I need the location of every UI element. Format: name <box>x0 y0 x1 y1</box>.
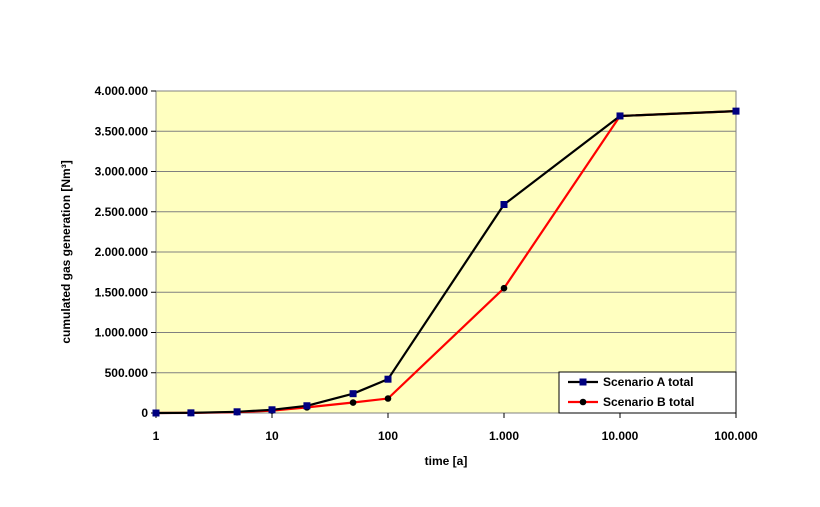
series-layer <box>152 107 740 417</box>
legend: Scenario A total Scenario B total <box>558 371 737 414</box>
x-axis-title: time [a] <box>425 454 468 468</box>
data-point-scenario-a <box>349 390 357 398</box>
y-tick-label: 3.000.000 <box>95 165 149 179</box>
y-tick-label: 4.000.000 <box>95 84 149 98</box>
x-tick-label: 100 <box>378 429 398 443</box>
data-point-scenario-a <box>732 107 740 115</box>
legend-label: Scenario A total <box>603 375 693 389</box>
data-point-scenario-b <box>349 399 357 406</box>
x-axis-ticks: 1 10 100 1.000 10.000 100.000 <box>153 413 758 443</box>
data-point-scenario-a <box>233 408 241 416</box>
legend-box <box>558 371 737 414</box>
data-point-scenario-a <box>152 409 160 417</box>
x-tick-label: 1.000 <box>489 429 519 443</box>
y-tick-label: 2.000.000 <box>95 245 149 259</box>
y-tick-label: 2.500.000 <box>95 205 149 219</box>
data-point-scenario-a <box>384 375 392 383</box>
x-tick-label: 10.000 <box>602 429 639 443</box>
x-tick-label: 1 <box>153 429 160 443</box>
data-point-scenario-a <box>268 406 276 414</box>
data-point-scenario-a <box>616 112 624 120</box>
legend-marker-circle <box>579 398 587 406</box>
data-point-scenario-a <box>187 409 195 417</box>
legend-marker-square <box>579 378 587 386</box>
legend-label: Scenario B total <box>603 395 694 409</box>
y-tick-label: 1.500.000 <box>95 285 149 299</box>
y-tick-label: 1.000.000 <box>95 326 149 340</box>
y-tick-label: 500.000 <box>105 366 149 380</box>
x-tick-label: 10 <box>265 429 279 443</box>
y-axis-title: cumulated gas generation [Nm³] <box>59 160 73 343</box>
y-axis-ticks: 0 500.000 1.000.000 1.500.000 2.000.000 2.500… <box>95 84 156 420</box>
data-point-scenario-b <box>500 284 508 292</box>
series-line-scenario-a <box>155 110 737 415</box>
data-point-scenario-b <box>384 395 392 402</box>
y-tick-label: 0 <box>141 406 148 420</box>
y-tick-label: 3.500.000 <box>95 124 149 138</box>
data-point-scenario-a <box>500 201 508 209</box>
x-tick-label: 100.000 <box>714 429 758 443</box>
data-point-scenario-a <box>303 402 311 410</box>
